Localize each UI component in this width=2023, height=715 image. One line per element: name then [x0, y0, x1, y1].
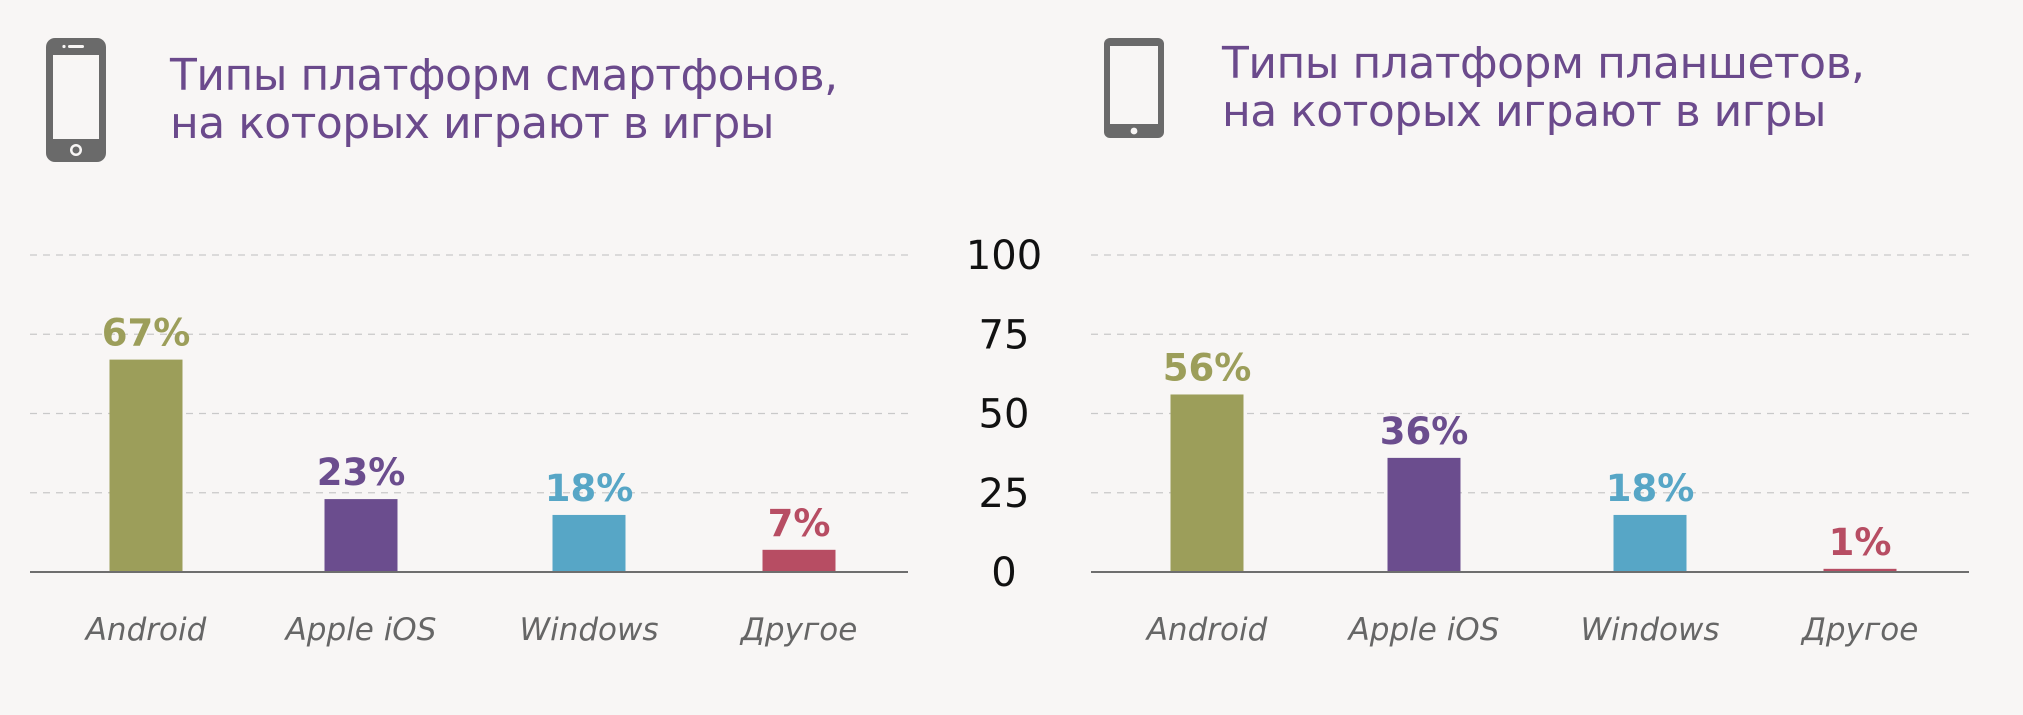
bar-другое — [762, 549, 836, 572]
bar-другое — [1823, 568, 1897, 572]
category-label: Android — [1145, 612, 1268, 648]
category-label: Windows — [1580, 612, 1719, 648]
value-label: 18% — [1606, 467, 1695, 510]
tablet-icon — [1104, 38, 1164, 138]
bar-apple-ios — [1387, 457, 1461, 572]
smartphone-icon — [46, 38, 106, 162]
chart-title-tablets: Типы платформ планшетов, на которых игра… — [1222, 40, 1865, 136]
bar-android — [1170, 394, 1244, 572]
y-tick-label: 50 — [979, 392, 1030, 438]
category-label: Windows — [519, 612, 658, 648]
chart-title-line: на которых играют в игры — [170, 98, 775, 149]
value-label: 56% — [1163, 346, 1252, 389]
chart-title-line: Типы платформ смартфонов, — [170, 50, 838, 101]
bar-android — [109, 359, 183, 572]
value-label: 1% — [1829, 521, 1892, 564]
category-label: Apple iOS — [1347, 612, 1500, 648]
value-label: 23% — [317, 451, 406, 494]
chart-title-line: Типы платформ планшетов, — [1222, 38, 1865, 89]
value-label: 67% — [102, 312, 191, 355]
y-tick-label: 100 — [966, 233, 1042, 279]
bar-windows — [1613, 514, 1687, 572]
smartphone-platform-chart: 67% Android 23% Apple iOS 18% Windows 7% Другое — [30, 254, 908, 648]
category-label: Apple iOS — [284, 612, 437, 648]
tablet-platform-chart: 56% Android 36% Apple iOS 18% Windows 1% Другое — [1091, 254, 1969, 648]
y-axis-ticks: 100 75 50 25 0 — [966, 233, 1042, 596]
y-tick-label: 25 — [979, 471, 1030, 517]
y-tick-label: 0 — [991, 550, 1016, 596]
category-label: Другое — [739, 612, 858, 648]
value-label: 18% — [545, 467, 634, 510]
value-label: 7% — [768, 502, 831, 545]
y-tick-label: 75 — [979, 312, 1030, 358]
chart-title-line: на которых играют в игры — [1222, 86, 1827, 137]
category-label: Другое — [1800, 612, 1919, 648]
bar-apple-ios — [324, 499, 398, 572]
chart-title-smartphones: Типы платформ смартфонов, на которых игр… — [170, 52, 838, 148]
value-label: 36% — [1380, 410, 1469, 453]
bar-windows — [552, 514, 626, 572]
category-label: Android — [84, 612, 207, 648]
